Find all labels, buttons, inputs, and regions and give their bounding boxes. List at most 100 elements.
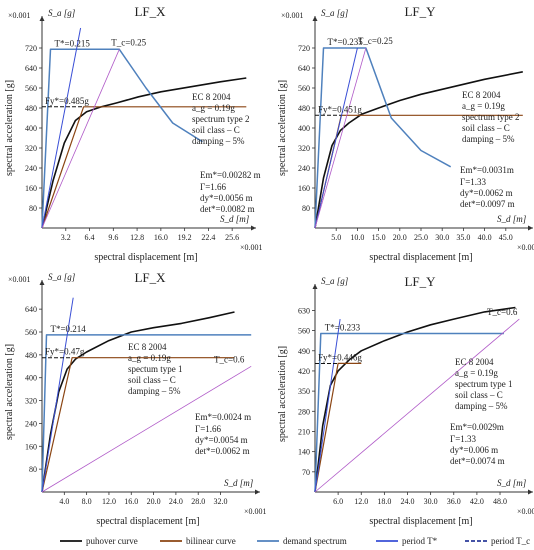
series-bilinear-curve [41,106,247,229]
x-tick-label: 8.0 [82,497,92,506]
note-spectrum: spectrum type 2 [192,114,250,124]
x-tick-label: 30.0 [435,233,449,242]
series-puhover-curve [41,311,235,493]
y-tick-label: 640 [298,64,310,73]
y-tick-label: 630 [298,306,310,315]
y-tick-label: 80 [302,204,310,213]
y-axis-arrow-icon [312,16,318,21]
note-ag: a_g = 0.19g [462,101,505,111]
y-axis-tag: S_a [g] [48,8,76,18]
note-spectrum: spectrum type 1 [455,379,513,389]
note-em: Em*=0.0031m [460,165,514,175]
x-axis-arrow-icon [528,225,533,231]
y-axis-title: spectral acceleration [g] [4,80,15,176]
note-spectrum: spectrum type 2 [462,112,520,122]
series-puhover-curve [314,71,523,229]
note-gamma: Γ=1.33 [450,434,477,444]
panel-1: LF_X 3.2 6.4 9.6 12.8 16.0 19.2 22.4 25.6 80 160 24… [4,4,263,263]
x-tick-label: 24.0 [401,497,415,506]
x-axis-arrow-icon [255,489,260,495]
x-tick-label: 20.0 [393,233,407,242]
x-tick-label: 36.0 [447,497,461,506]
y-tick-label: 560 [298,327,310,336]
note-dy: dy*=0.0062 m [460,188,513,198]
x-tick-label: 19.2 [178,233,192,242]
y-tick-label: 720 [25,44,37,53]
y-tick-label: 160 [25,442,37,451]
y-tick-label: 350 [298,387,310,396]
tstar-label: T*=0.215 [55,38,91,48]
x-tick-label: 16.0 [154,233,168,242]
fy-label: Fy*=0.485g [45,96,89,106]
y-axis-arrow-icon [39,16,45,21]
y-tick-label: 320 [25,397,37,406]
x-tick-label: 12.8 [130,233,144,242]
x-tick-label: 48.0 [493,497,507,506]
tc-label: T_c=0.6 [487,307,518,317]
note-em: Em*=0.0029m [450,422,504,432]
x-axis-title: spectral displacement [m] [96,516,199,527]
x-tick-label: 15.0 [372,233,386,242]
y-tick-label: 240 [298,164,310,173]
y-tick-label: 280 [298,407,310,416]
legend: puhover curve bilinear curve demand spectr… [60,536,530,546]
legend-label: puhover curve [86,536,138,546]
series-demand-spectrum [41,334,252,493]
x-tick-label: 10.0 [350,233,364,242]
x-axis-tag: S_d [m] [497,478,527,488]
tc-label: T_c=0.25 [111,37,146,47]
legend-label: period T* [402,536,438,546]
y-tick-label: 80 [29,465,37,474]
series-period-tc [314,318,520,493]
note-code: EC 8 2004 [192,92,231,102]
y-tick-label: 400 [25,124,37,133]
panel-4: LF_Y 6.0 12.0 18.0 24.0 30.0 36.0 42.0 48.0 70 140… [277,274,534,527]
y-tick-label: 240 [25,419,37,428]
chart-title: LF_X [134,270,166,285]
y-tick-label: 560 [25,84,37,93]
tstar-label: T*=0.214 [50,324,86,334]
legend-label: demand spectrum [283,536,347,546]
x-tick-label: 42.0 [470,497,484,506]
y-tick-label: 240 [25,164,37,173]
y-axis-arrow-icon [39,280,45,285]
chart-title: LF_Y [404,274,436,289]
y-tick-label: 480 [25,351,37,360]
x-axis-arrow-icon [251,225,256,231]
x-tick-label: 6.0 [333,497,343,506]
note-damping: damping – 5% [462,134,515,144]
note-ag: a_g = 0.19g [455,368,498,378]
x-axis-title: spectral displacement [m] [94,252,197,263]
x-tick-label: 6.4 [85,233,95,242]
y-scale-label: ×0.001 [281,11,304,20]
note-dy: dy*=0.0056 m [200,193,253,203]
x-tick-label: 25.6 [225,233,239,242]
legend-label: bilinear curve [186,536,236,546]
series-period-tc [41,365,252,493]
note-damping: damping – 5% [192,136,245,146]
note-code: EC 8 2004 [455,357,494,367]
y-tick-label: 70 [302,468,310,477]
y-tick-label: 160 [298,184,310,193]
x-tick-label: 32.0 [214,497,228,506]
chart-title: LF_X [134,4,166,19]
tc-label: T_c=0.6 [214,354,245,364]
note-det: det*=0.0097 m [460,199,515,209]
x-scale-label: ×0.001 [240,243,263,252]
x-axis-tag: S_d [m] [224,478,254,488]
y-tick-label: 480 [25,104,37,113]
x-tick-label: 12.0 [102,497,116,506]
y-tick-label: 400 [298,124,310,133]
fy-label: Fy*=0.446g [318,352,362,362]
series-bilinear-curve [314,362,362,493]
y-axis-title: spectral acceleration [g] [277,346,288,442]
y-axis-arrow-icon [312,284,318,289]
x-tick-label: 5.0 [331,233,341,242]
x-axis-arrow-icon [528,489,533,495]
note-em: Em*=0.00282 m [200,170,261,180]
series-period-t- [314,47,358,229]
series-period-tc [41,49,120,229]
chart-title: LF_Y [404,4,436,19]
tstar-label: T*=0.235 [327,37,363,47]
